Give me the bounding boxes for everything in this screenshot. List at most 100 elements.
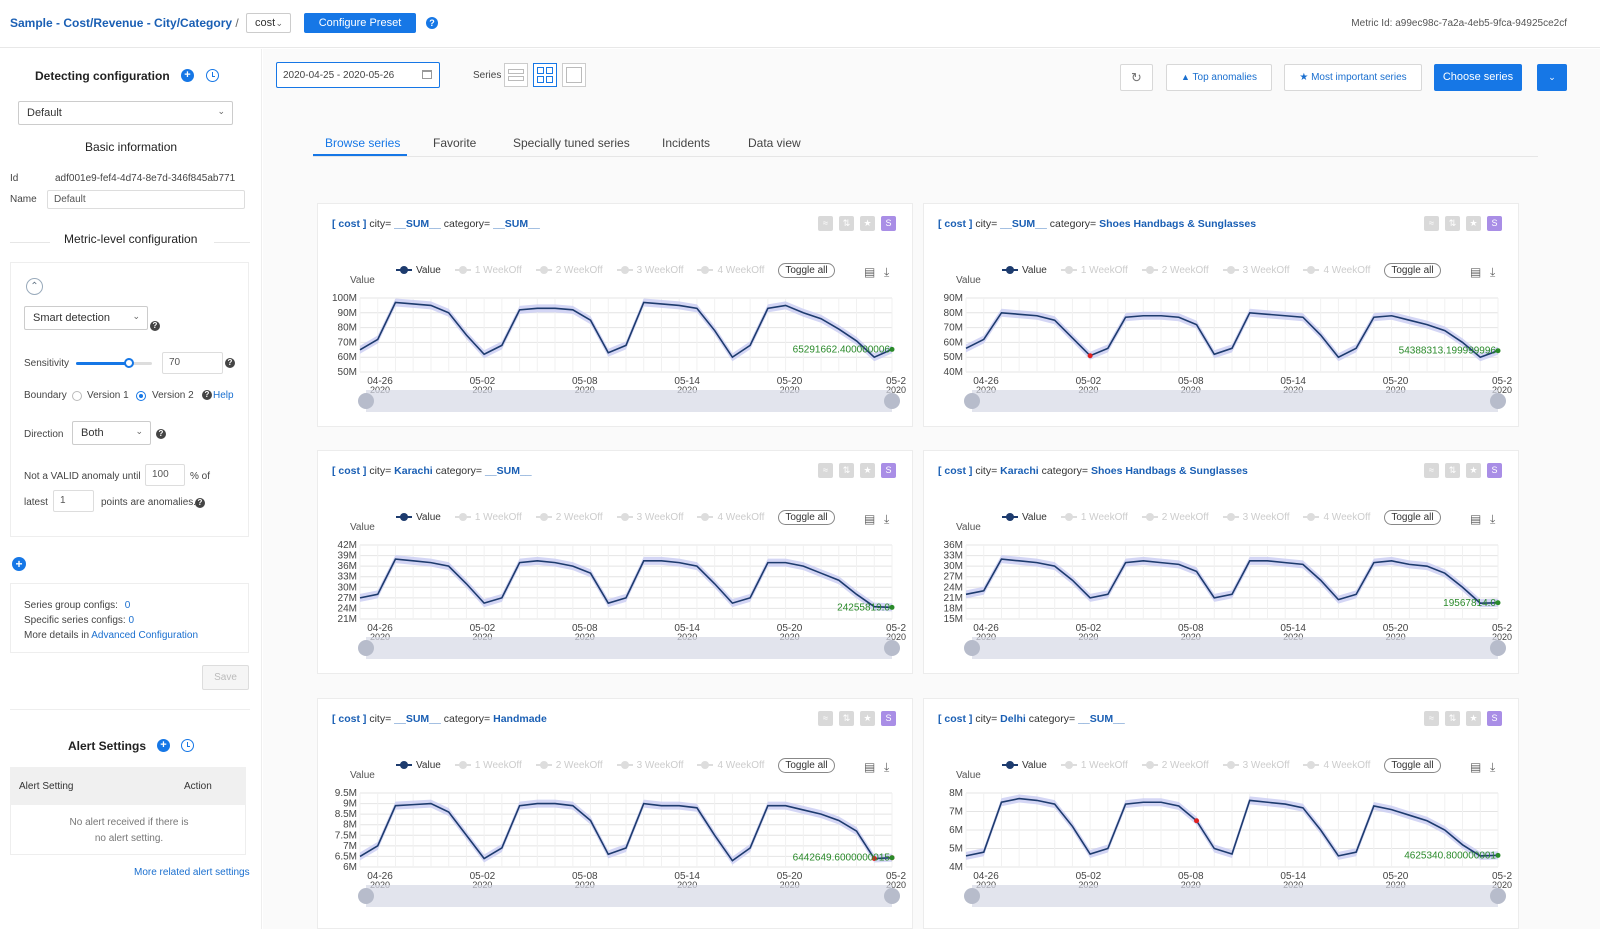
download-icon[interactable]: ⤓ [1490, 760, 1496, 774]
legend-item[interactable]: 2 WeekOff [1141, 512, 1209, 523]
top-anomalies-button[interactable]: ▲ Top anomalies [1166, 64, 1272, 91]
legend-item[interactable]: 1 WeekOff [1060, 265, 1128, 276]
download-icon[interactable]: ⤓ [1490, 512, 1496, 526]
value-series-line[interactable] [965, 311, 1499, 359]
specific-configs-count[interactable]: 0 [128, 615, 135, 626]
toggle-all-button[interactable]: Toggle all [778, 758, 835, 773]
legend-item[interactable]: 2 WeekOff [1141, 760, 1209, 771]
tune-icon[interactable]: ≈ [818, 463, 833, 478]
zoom-handle-left[interactable] [964, 888, 980, 904]
compare-icon[interactable]: ⇅ [839, 216, 854, 231]
zoom-slider[interactable] [972, 637, 1498, 659]
breadcrumb-metric[interactable]: Sample - Cost/Revenue - City/Category [10, 16, 233, 30]
last-value-point[interactable] [1495, 852, 1501, 858]
zoom-slider[interactable] [972, 885, 1498, 907]
help-icon[interactable]: ? [225, 358, 235, 368]
note-icon[interactable]: ▤ [1470, 265, 1482, 279]
tab-incidents[interactable]: Incidents [662, 136, 711, 150]
value-series-line[interactable] [359, 301, 893, 359]
legend-item[interactable]: 3 WeekOff [616, 760, 683, 771]
legend-item[interactable]: 2 WeekOff [1141, 265, 1209, 276]
value-series-line[interactable] [965, 558, 1499, 604]
breadcrumb[interactable]: Sample - Cost/Revenue - City/Category / [10, 16, 239, 30]
legend-item[interactable]: Value [396, 265, 441, 276]
special-tuned-icon[interactable]: S [1487, 216, 1502, 231]
legend-item[interactable]: Value [1002, 760, 1047, 771]
last-value-point[interactable] [889, 346, 895, 352]
help-icon[interactable]: ? [150, 321, 160, 331]
help-icon[interactable]: ? [426, 17, 438, 29]
star-icon[interactable]: ★ [1466, 463, 1481, 478]
save-button[interactable]: Save [202, 665, 249, 690]
layout-single-button[interactable] [562, 63, 586, 87]
series-title[interactable]: [ cost ] city= Delhi category= __SUM__ [938, 713, 1125, 725]
star-icon[interactable]: ★ [1466, 216, 1481, 231]
configure-preset-event-button[interactable]: Configure Preset Event [304, 13, 416, 49]
note-icon[interactable]: ▤ [1470, 512, 1482, 526]
series-chart[interactable]: Value 90M 80M 70M 60M 50M 40M 54388313.19999999… [924, 268, 1518, 428]
value-series-line[interactable] [359, 802, 893, 862]
compare-icon[interactable]: ⇅ [1445, 216, 1460, 231]
special-tuned-icon[interactable]: S [1487, 711, 1502, 726]
version2-radio[interactable] [136, 391, 146, 401]
legend-item[interactable]: 1 WeekOff [1060, 512, 1128, 523]
zoom-handle-right[interactable] [1490, 393, 1506, 409]
legend-item[interactable]: 4 WeekOff [1303, 512, 1370, 523]
toggle-all-button[interactable]: Toggle all [778, 510, 835, 525]
add-alert-icon[interactable]: + [157, 739, 170, 752]
help-link[interactable]: Help [213, 390, 234, 401]
special-tuned-icon[interactable]: S [1487, 463, 1502, 478]
chevron-down-icon[interactable]: ⌄ [1537, 64, 1567, 91]
compare-icon[interactable]: ⇅ [839, 463, 854, 478]
detection-method-select[interactable]: Smart detection ⌄ [24, 306, 148, 330]
tune-icon[interactable]: ≈ [818, 711, 833, 726]
zoom-handle-left[interactable] [964, 393, 980, 409]
compare-icon[interactable]: ⇅ [1445, 463, 1460, 478]
latest-points-input[interactable]: 1 [53, 490, 94, 512]
sensitivity-slider-handle[interactable] [124, 358, 135, 368]
toggle-all-button[interactable]: Toggle all [1384, 510, 1441, 525]
series-title[interactable]: [ cost ] city= Karachi category= Shoes H… [938, 465, 1248, 477]
legend-item[interactable]: 1 WeekOff [454, 265, 522, 276]
special-tuned-icon[interactable]: S [881, 216, 896, 231]
download-icon[interactable]: ⤓ [884, 265, 890, 279]
series-chart[interactable]: Value 100M 90M 80M 70M 60M 50M 65291662.4000000… [318, 268, 912, 428]
download-icon[interactable]: ⤓ [884, 760, 890, 774]
legend-item[interactable]: 4 WeekOff [1303, 760, 1370, 771]
layout-rows-button[interactable] [504, 63, 528, 87]
zoom-handle-left[interactable] [358, 393, 374, 409]
zoom-handle-right[interactable] [884, 640, 900, 656]
toggle-all-button[interactable]: Toggle all [778, 263, 835, 278]
zoom-handle-right[interactable] [884, 393, 900, 409]
note-icon[interactable]: ▤ [864, 512, 876, 526]
tune-icon[interactable]: ≈ [818, 216, 833, 231]
star-icon[interactable]: ★ [860, 463, 875, 478]
measure-select[interactable]: cost ⌄ [246, 13, 291, 33]
toggle-all-button[interactable]: Toggle all [1384, 263, 1441, 278]
legend-item[interactable]: 3 WeekOff [1222, 760, 1289, 771]
star-icon[interactable]: ★ [860, 216, 875, 231]
anomaly-point[interactable] [1087, 353, 1093, 359]
zoom-slider[interactable] [366, 637, 892, 659]
legend-item[interactable]: 2 WeekOff [535, 265, 603, 276]
tab-specially-tuned[interactable]: Specially tuned series [513, 136, 630, 150]
last-value-point[interactable] [1495, 348, 1501, 354]
zoom-handle-right[interactable] [884, 888, 900, 904]
legend-item[interactable]: 1 WeekOff [454, 512, 522, 523]
zoom-handle-right[interactable] [1490, 888, 1506, 904]
zoom-slider[interactable] [366, 885, 892, 907]
sensitivity-slider[interactable] [76, 358, 152, 368]
legend-item[interactable]: 3 WeekOff [616, 265, 683, 276]
help-icon[interactable]: ? [156, 429, 166, 439]
anomaly-point[interactable] [1194, 818, 1200, 824]
tab-favorite[interactable]: Favorite [433, 136, 477, 150]
toggle-all-button[interactable]: Toggle all [1384, 758, 1441, 773]
direction-select[interactable]: Both ⌄ [72, 421, 151, 445]
tab-data-view[interactable]: Data view [748, 136, 801, 150]
series-title[interactable]: [ cost ] city= __SUM__ category= Handmad… [332, 713, 547, 725]
tune-icon[interactable]: ≈ [1424, 711, 1439, 726]
tab-browse-series[interactable]: Browse series [325, 136, 401, 150]
series-chart[interactable]: Value 8M 7M 6M 5M 4M 4625340.800000001 04-26 202… [924, 763, 1518, 923]
